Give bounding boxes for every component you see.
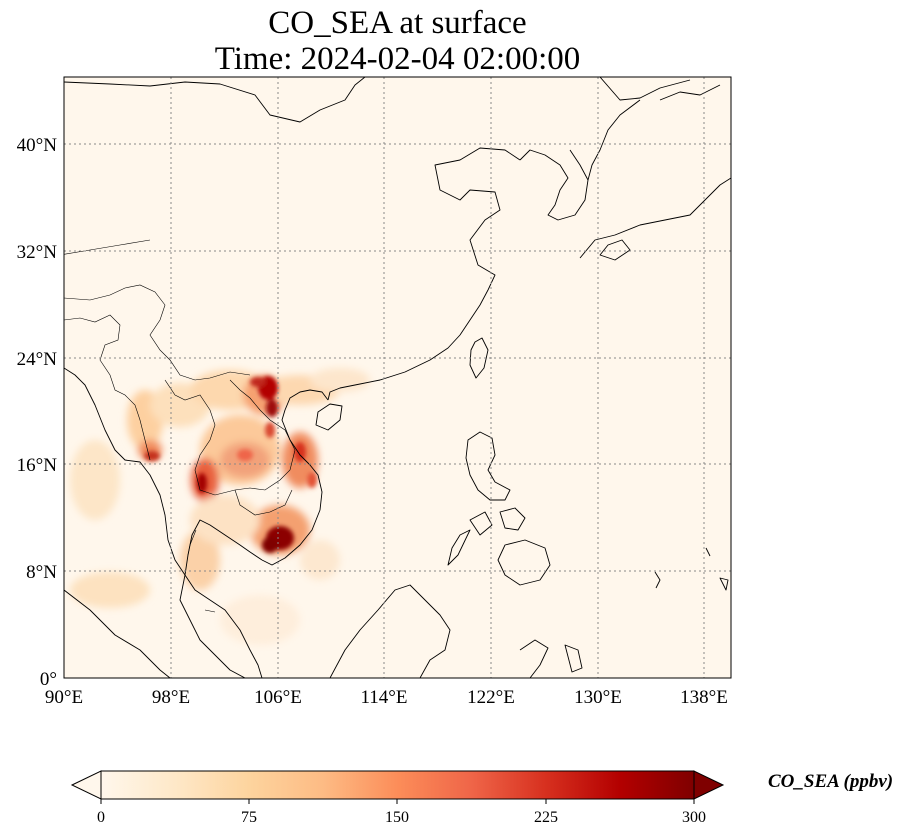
lon-tick-label: 90°E [45,687,83,708]
colorbar-extend-min [70,770,102,800]
lon-tick-label: 138°E [680,687,728,708]
map-title-line2: Time: 2024-02-04 02:00:00 [214,41,581,77]
lat-tick-label: 40°N [17,135,58,156]
lat-tick-label: 16°N [17,455,58,476]
colorbar-gradient [100,770,695,800]
map-title-line1: CO_SEA at surface [268,5,527,41]
colorbar-extend-max [693,770,725,800]
lat-tick-label: 24°N [17,349,58,370]
lon-tick-label: 122°E [467,687,515,708]
colorbar-tick-label: 225 [534,809,558,826]
lon-tick-label: 130°E [574,687,622,708]
map-background [64,77,731,678]
lat-tick-label: 0° [40,669,57,690]
coastlines [64,77,731,678]
map-frame [63,76,732,679]
colorbar-title: CO_SEA (ppbv) [768,771,894,792]
colorbar-tick-label: 0 [97,809,105,826]
lon-tick-label: 114°E [361,687,408,708]
country-borders [64,239,296,613]
colorbar-tick-label: 150 [385,809,409,826]
lon-tick-label: 98°E [152,687,190,708]
lat-tick-label: 8°N [26,562,57,583]
gridlines [64,77,731,678]
lon-tick-label: 106°E [254,687,302,708]
colorbar: 0 75 150 225 300 [70,770,725,826]
colorbar-tick-label: 300 [682,809,706,826]
colorbar-tick-label: 75 [241,809,257,826]
lat-tick-label: 32°N [17,242,58,263]
co-hotspots [144,376,317,553]
